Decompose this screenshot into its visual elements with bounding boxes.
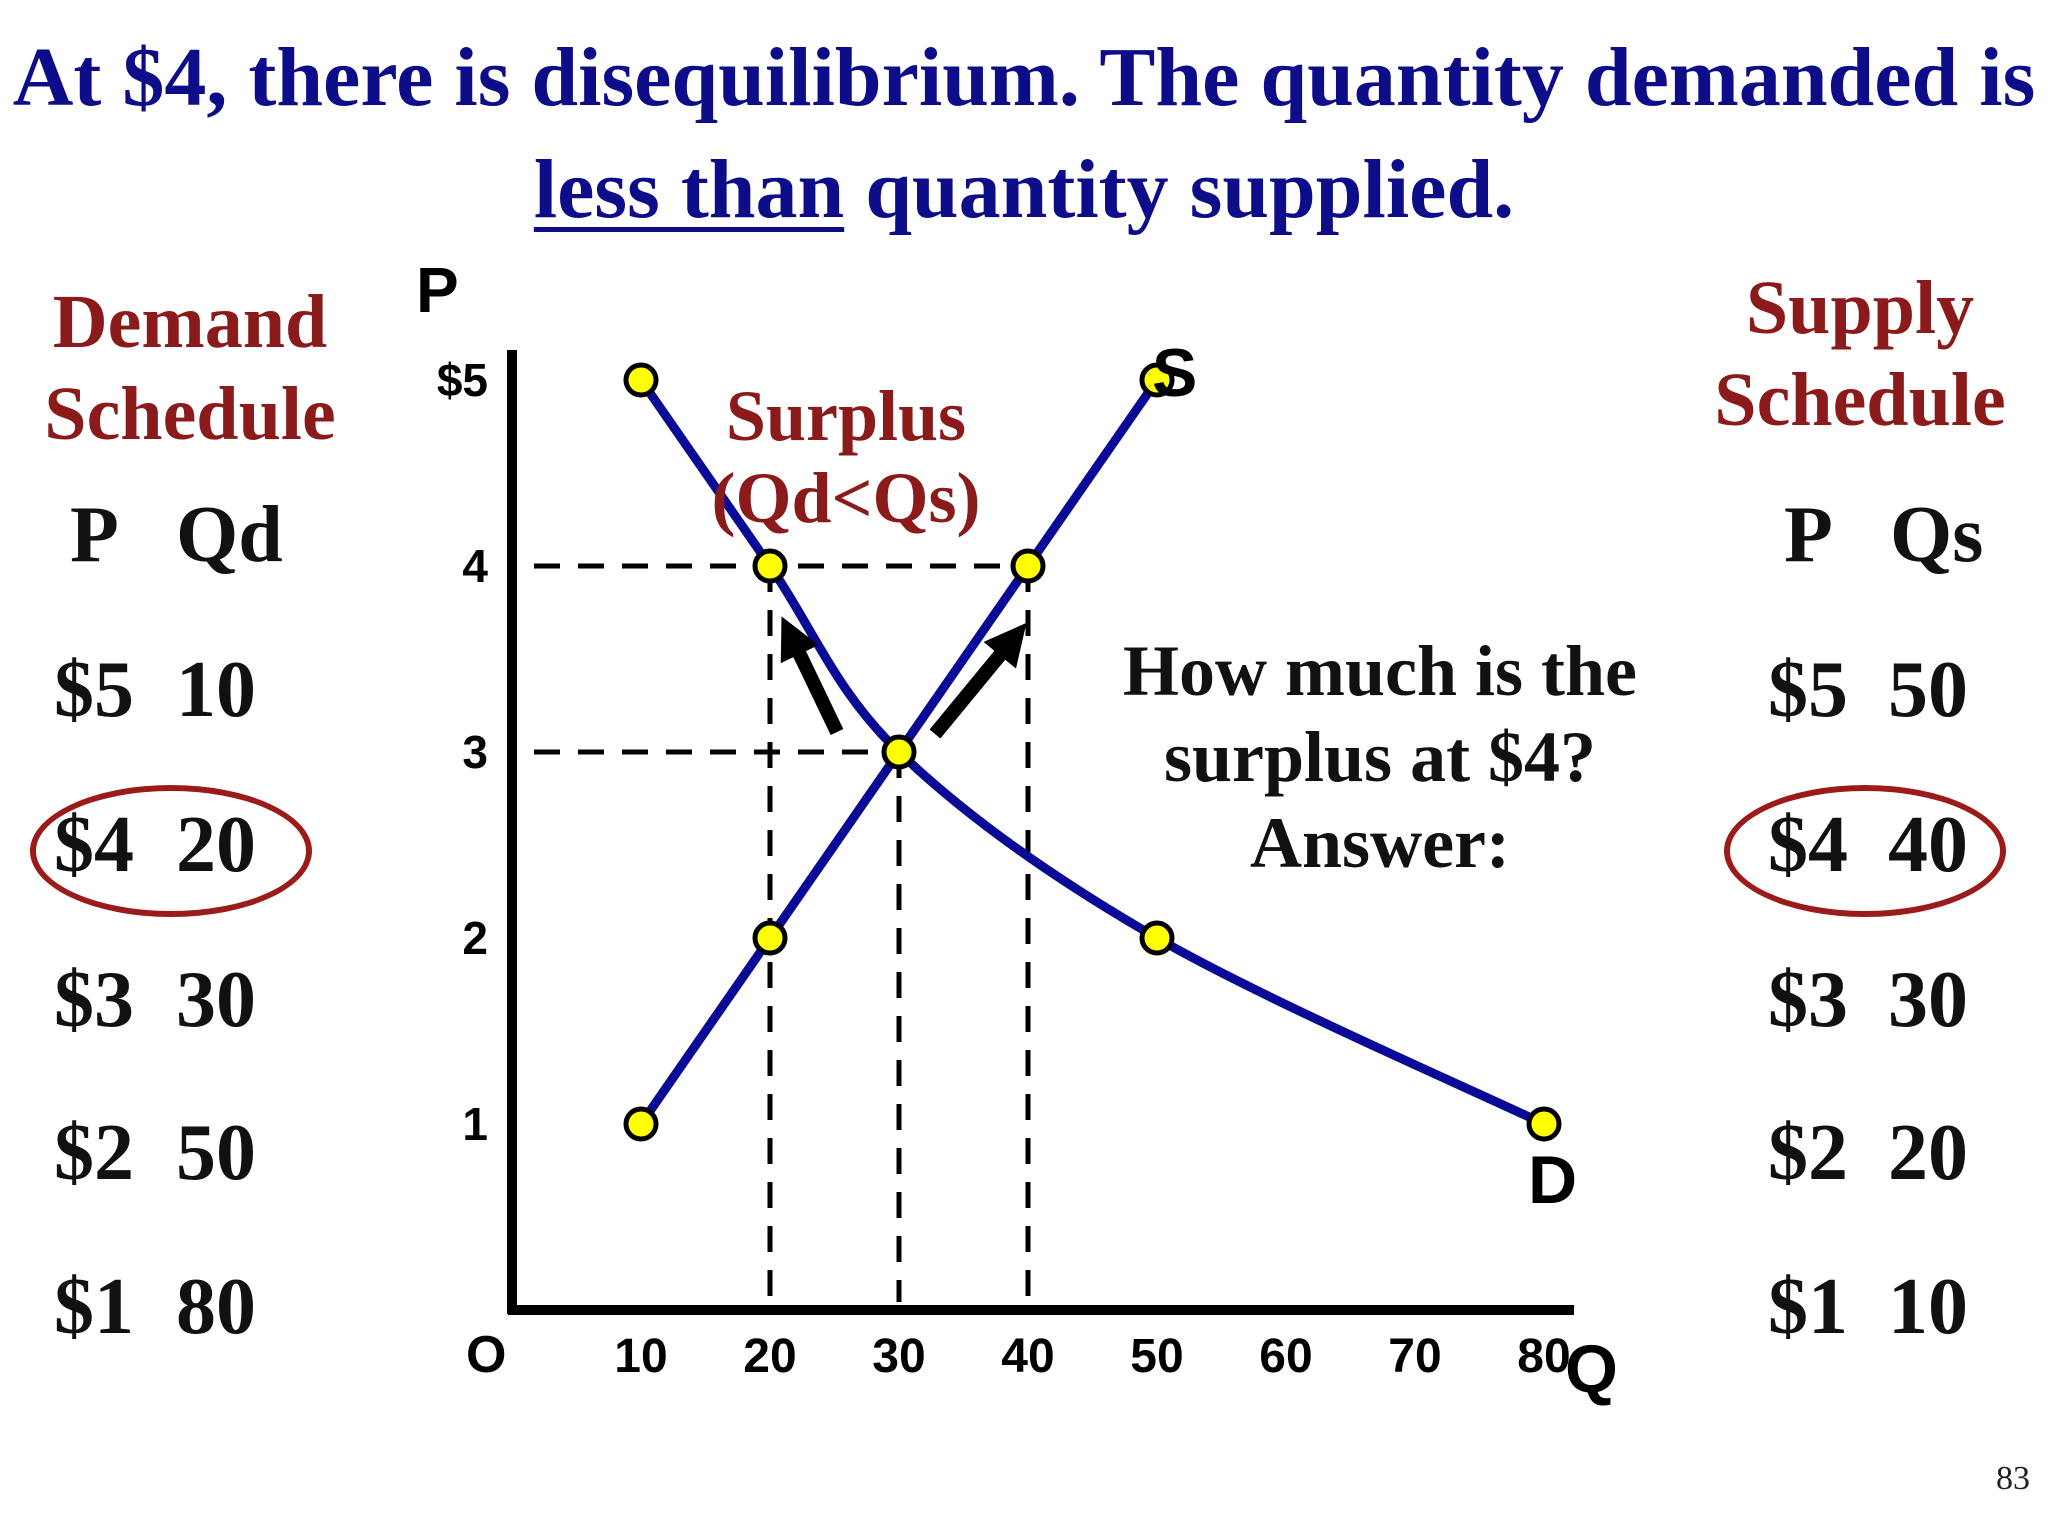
supply-row-price: $2 xyxy=(1768,1109,1848,1197)
origin-label: O xyxy=(466,1326,506,1384)
title-part1: At $4, there is disequilibrium. The quan… xyxy=(12,31,2036,124)
supply-title-line2: Schedule xyxy=(1714,358,2006,442)
x-tick-label: 20 xyxy=(743,1330,796,1383)
demand-title-line1: Demand xyxy=(52,280,328,364)
demand-point xyxy=(623,362,659,398)
x-tick-label: 50 xyxy=(1130,1330,1183,1383)
y-tick-label: 1 xyxy=(462,1098,488,1150)
demand-header-p: P xyxy=(70,491,119,579)
demand-header-q: Qd xyxy=(176,491,283,579)
title-underlined: less than xyxy=(533,143,845,236)
y-tick-label: $5 xyxy=(437,354,488,406)
x-axis-label: Q xyxy=(1565,1331,1618,1407)
demand-row-qty: 30 xyxy=(176,956,256,1044)
demand-row-price: $2 xyxy=(54,1109,134,1197)
x-tick-label: 60 xyxy=(1259,1330,1312,1383)
question-line3: Answer: xyxy=(1250,803,1510,883)
supply-row-qty: 10 xyxy=(1888,1263,1968,1351)
demand-row-qty: 80 xyxy=(176,1263,256,1351)
demand-title-line2: Schedule xyxy=(44,372,336,456)
y-axis-label: P xyxy=(416,254,459,326)
demand-point xyxy=(752,548,788,584)
page-number: 83 xyxy=(1996,1460,2030,1497)
x-tick-label: 30 xyxy=(872,1330,925,1383)
supply-row-qty: 20 xyxy=(1888,1109,1968,1197)
supply-row-price: $1 xyxy=(1768,1263,1848,1351)
demand-row-qty: 10 xyxy=(176,646,256,734)
demand-row-qty: 50 xyxy=(176,1109,256,1197)
demand-curve xyxy=(636,375,1549,1129)
supply-point xyxy=(1139,362,1175,398)
arrow-to-supply-point xyxy=(929,622,1027,739)
supply-highlight-circle xyxy=(1724,785,2006,917)
question-line1: How much is the xyxy=(1122,631,1638,711)
supply-point xyxy=(752,920,788,956)
supply-row-price: $5 xyxy=(1768,646,1848,734)
arrow-to-demand-point xyxy=(780,616,844,736)
supply-curve-label: S xyxy=(1152,335,1197,411)
x-tick-label: 80 xyxy=(1517,1330,1570,1383)
supply-point xyxy=(623,1106,659,1142)
demand-point xyxy=(1139,920,1175,956)
x-tick-label: 40 xyxy=(1001,1330,1054,1383)
question-line2: surplus at $4? xyxy=(1163,717,1597,797)
supply-title-line1: Supply xyxy=(1745,266,1975,350)
y-tick-label: 3 xyxy=(462,726,488,778)
supply-header-p: P xyxy=(1784,491,1833,579)
y-tick-label: 2 xyxy=(462,912,488,964)
supply-header-q: Qs xyxy=(1890,491,1984,579)
y-tick-labels: 1 2 3 4 $5 xyxy=(437,354,489,1150)
demand-row-price: $5 xyxy=(54,646,134,734)
supply-row-qty: 50 xyxy=(1888,646,1968,734)
data-points xyxy=(623,362,1562,1142)
supply-schedule-title: Supply Schedule xyxy=(1690,262,2030,446)
x-tick-labels: 10 20 30 40 50 60 70 80 xyxy=(614,1330,1570,1383)
demand-schedule-title: Demand Schedule xyxy=(20,276,360,460)
demand-point xyxy=(881,734,917,770)
x-tick-label: 10 xyxy=(614,1330,667,1383)
demand-row-price: $3 xyxy=(54,956,134,1044)
title-part2: quantity supplied. xyxy=(844,143,1515,236)
supply-row-qty: 30 xyxy=(1888,956,1968,1044)
demand-row-price: $1 xyxy=(54,1263,134,1351)
demand-curve-label: D xyxy=(1528,1142,1577,1218)
y-tick-label: 4 xyxy=(462,540,488,592)
slide-title: At $4, there is disequilibrium. The quan… xyxy=(0,22,2048,246)
surplus-label-line2: (Qd<Qs) xyxy=(711,458,980,538)
surplus-label-line1: Surplus xyxy=(726,376,966,456)
surplus-question: How much is the surplus at $4? Answer: xyxy=(1060,628,1700,886)
supply-point xyxy=(1010,548,1046,584)
demand-highlight-circle xyxy=(30,785,312,917)
x-tick-label: 70 xyxy=(1388,1330,1441,1383)
supply-row-price: $3 xyxy=(1768,956,1848,1044)
demand-point xyxy=(1526,1106,1562,1142)
